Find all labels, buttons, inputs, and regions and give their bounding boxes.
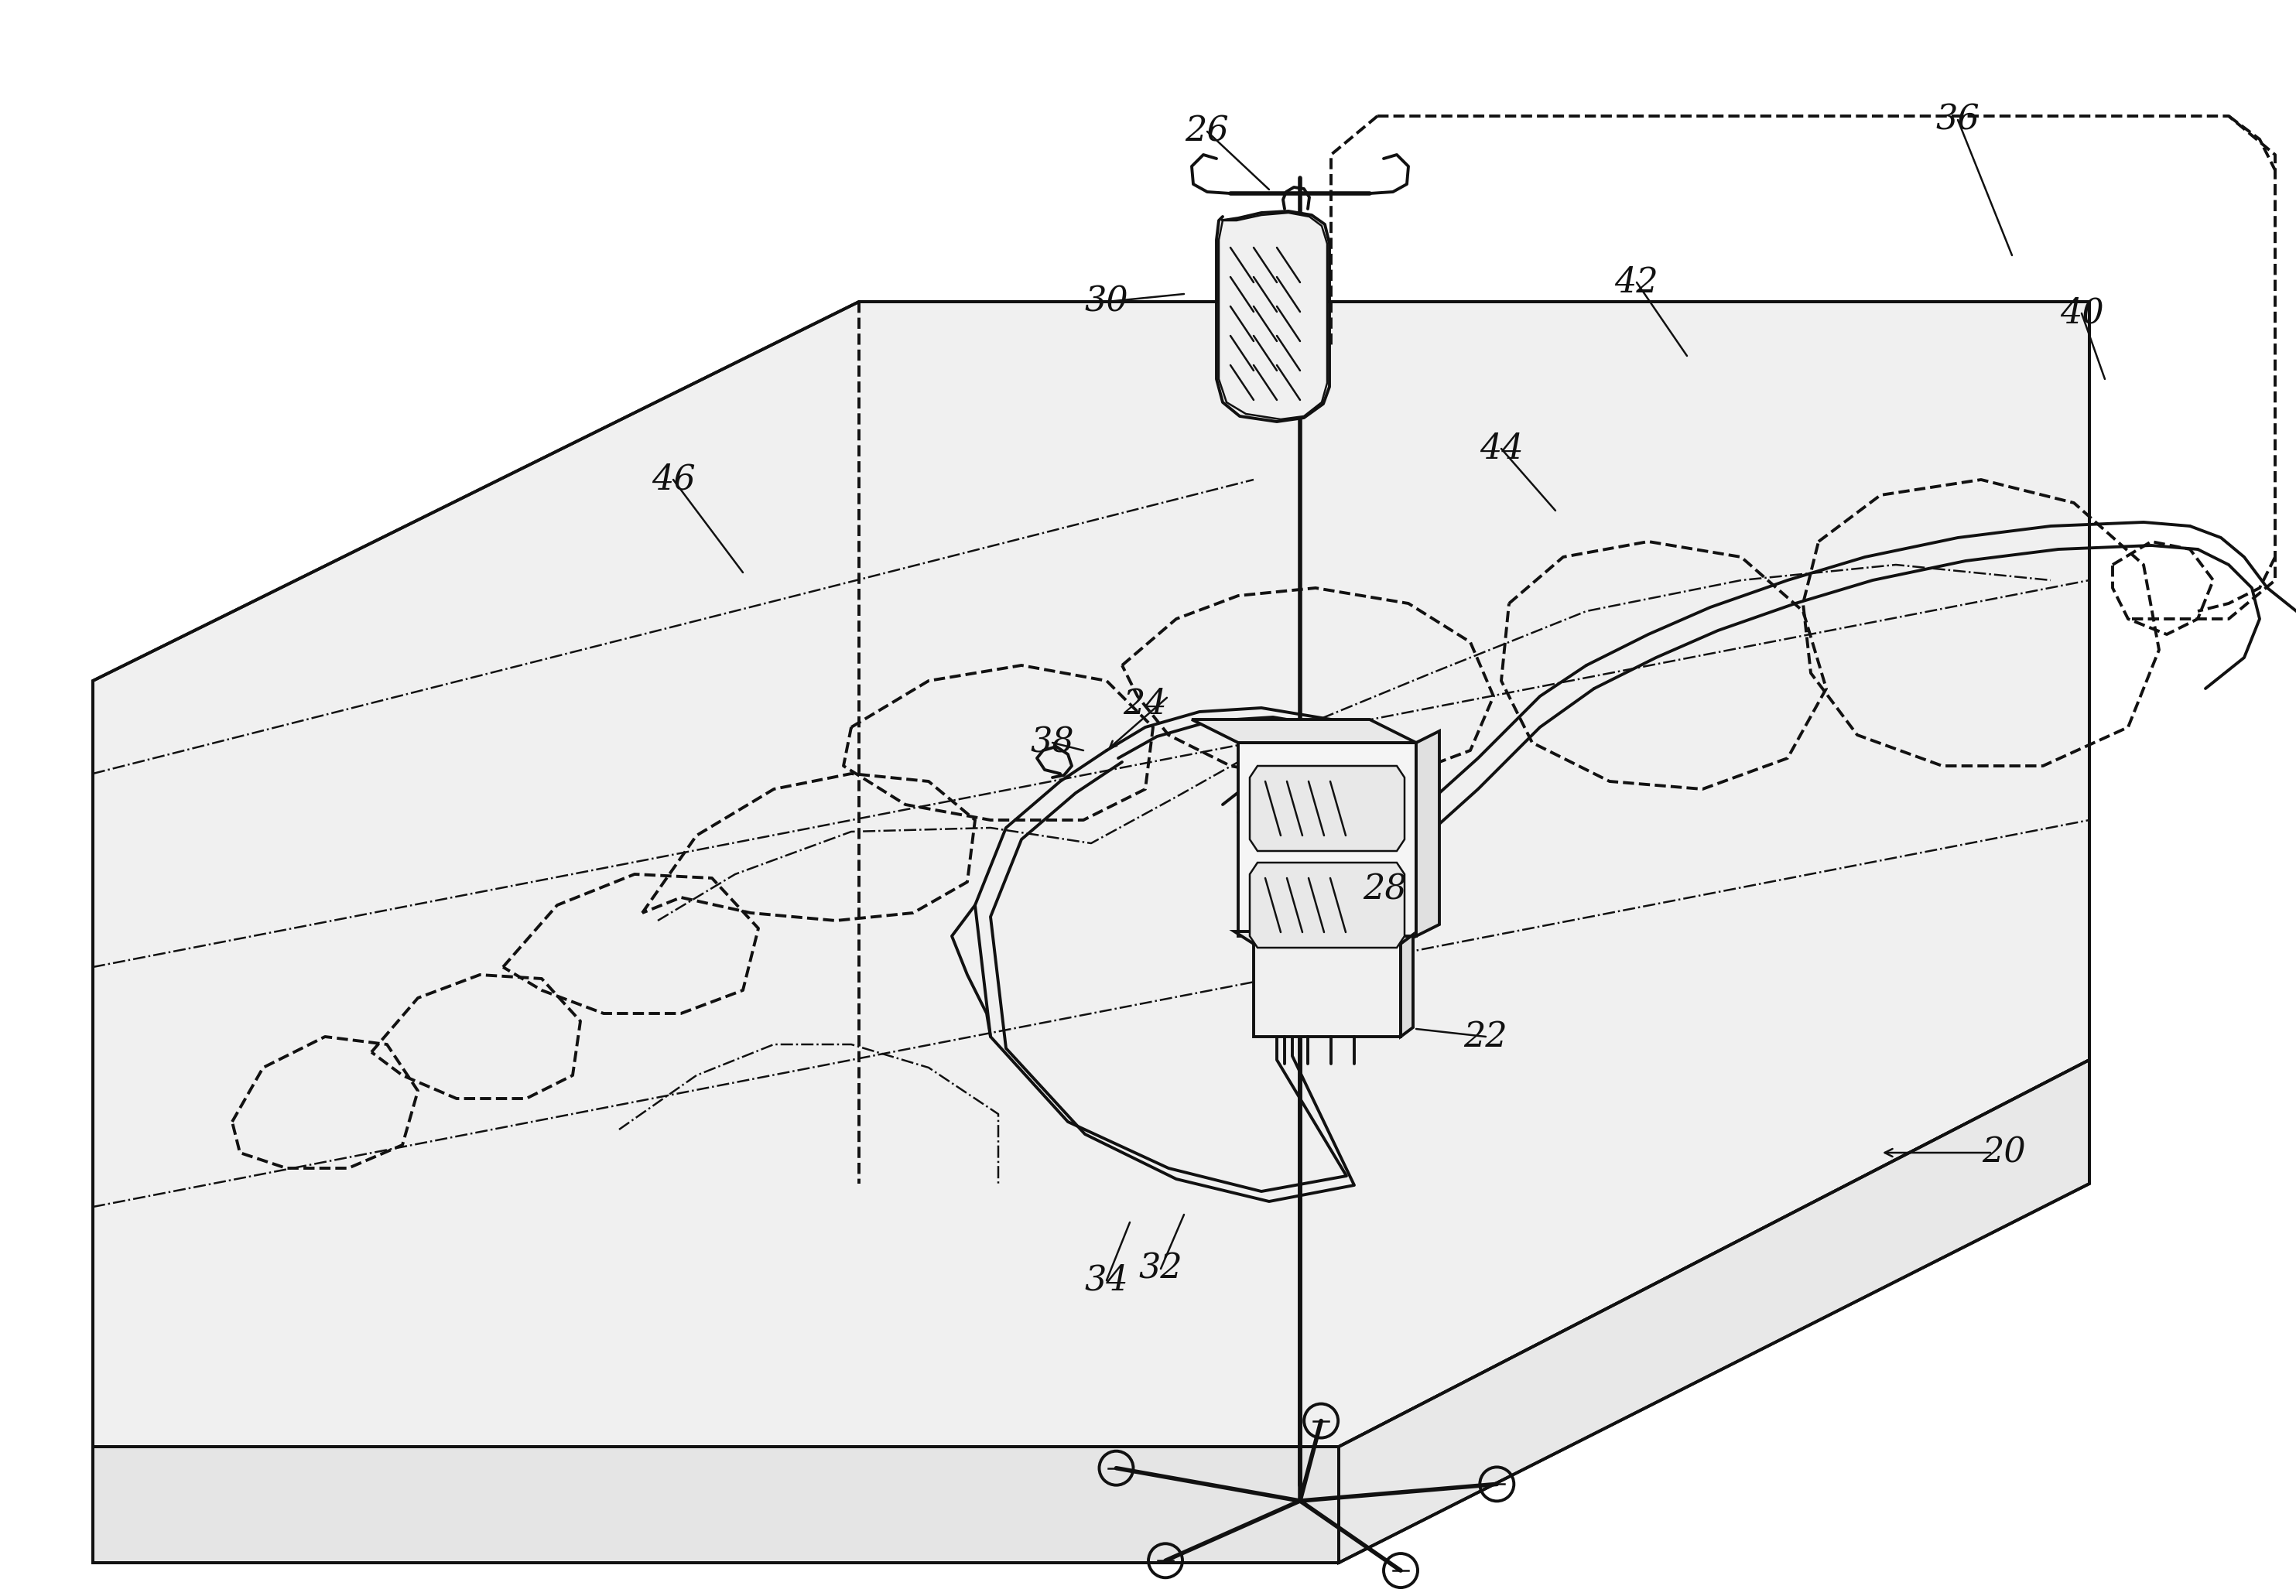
Text: 40: 40 — [2060, 297, 2103, 330]
Polygon shape — [1238, 742, 1417, 937]
Text: 30: 30 — [1084, 286, 1130, 319]
Text: 44: 44 — [1479, 433, 1522, 466]
Text: 20: 20 — [1981, 1136, 2025, 1170]
Text: 32: 32 — [1139, 1251, 1182, 1285]
Polygon shape — [92, 302, 2089, 1446]
Polygon shape — [1235, 932, 1401, 943]
Polygon shape — [1192, 720, 1417, 742]
Polygon shape — [1219, 212, 1327, 420]
Text: 46: 46 — [652, 463, 696, 496]
Polygon shape — [1417, 731, 1440, 937]
Text: 36: 36 — [1936, 104, 1979, 137]
Polygon shape — [1339, 1060, 2089, 1562]
Text: 42: 42 — [1614, 265, 1658, 298]
Text: 24: 24 — [1123, 688, 1166, 721]
Text: 26: 26 — [1185, 115, 1228, 148]
Polygon shape — [1249, 862, 1405, 948]
Text: 28: 28 — [1364, 873, 1407, 907]
Polygon shape — [1254, 943, 1401, 1037]
Text: 38: 38 — [1031, 726, 1075, 760]
Polygon shape — [1249, 766, 1405, 851]
Polygon shape — [1401, 935, 1412, 1037]
Text: 22: 22 — [1465, 1020, 1508, 1053]
Text: 34: 34 — [1084, 1264, 1130, 1298]
Polygon shape — [92, 1446, 1339, 1562]
